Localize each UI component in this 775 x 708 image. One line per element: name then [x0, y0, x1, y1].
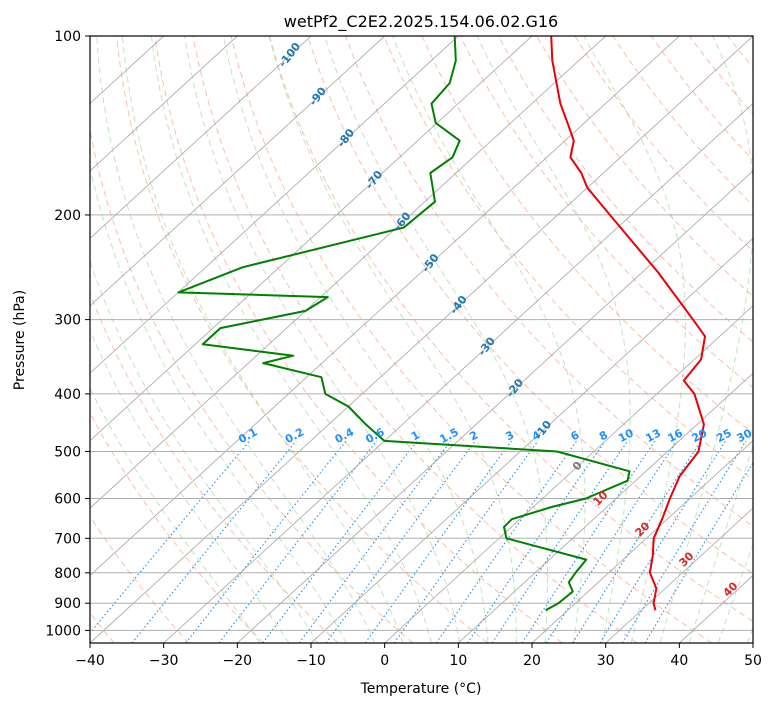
mixing-ratio-line — [491, 440, 629, 643]
isotherm-line — [236, 170, 753, 643]
isotherm-line — [90, 36, 680, 577]
isotherm-line — [310, 237, 753, 643]
mixing-ratio-lines — [90, 440, 753, 643]
y-tick-label: 500 — [54, 444, 81, 460]
dry-adiabat-line — [90, 515, 190, 643]
x-tick-label: −30 — [149, 653, 179, 669]
x-tick-label: −10 — [296, 653, 326, 669]
x-tick-label: 0 — [380, 653, 389, 669]
isotherm-line — [384, 305, 753, 643]
isotherm-line — [90, 36, 607, 509]
mixing-ratio-label: 16 — [665, 426, 685, 445]
dry-adiabats — [90, 36, 753, 643]
x-tick-label: 40 — [670, 653, 688, 669]
mixing-ratio-line — [364, 440, 512, 643]
dry-adiabat-line — [268, 36, 753, 622]
mixing-ratio-label: 30 — [735, 426, 755, 445]
moist-adiabat-line — [688, 444, 753, 643]
moist-adiabat-line — [583, 36, 686, 643]
isotherm-line — [457, 372, 753, 643]
x-tick-label: 20 — [523, 653, 541, 669]
moist-adiabat-line — [90, 165, 347, 643]
isotherm-line — [90, 36, 386, 307]
y-tick-label: 700 — [54, 531, 81, 547]
moist-adiabat-line — [717, 542, 753, 643]
moist-adiabat-line — [150, 36, 432, 643]
mixing-ratio-line — [599, 440, 727, 643]
x-tick-label: 30 — [597, 653, 615, 669]
moist-adiabat-line — [184, 36, 461, 643]
pressure-gridlines — [90, 214, 753, 631]
moist-adiabat-line — [392, 36, 586, 643]
mixing-ratio-line — [644, 461, 753, 643]
y-axis-ticks: 100 200 300 400 500 600 700 800 900 1000 — [45, 29, 90, 639]
dry-adiabat-line — [307, 36, 753, 575]
dry-adiabat-line — [192, 36, 638, 643]
dry-adiabat-line — [90, 127, 414, 643]
x-axis-ticks: −40 −30 −20 −10 0 10 20 30 40 50 — [75, 643, 762, 669]
moist-adiabat-line — [659, 36, 753, 643]
x-tick-label: −20 — [223, 653, 253, 669]
isotherm-line — [605, 507, 753, 643]
isotherm-line — [90, 36, 533, 442]
y-tick-label: 100 — [54, 29, 81, 45]
mixing-ratio-line — [131, 440, 297, 643]
isotherm-line — [90, 36, 312, 239]
mixing-ratio-label: 20 — [690, 426, 710, 445]
dry-adiabat-line — [383, 36, 753, 481]
moist-adiabat-line — [324, 36, 549, 643]
mixing-ratio-label: 13 — [643, 426, 663, 445]
x-tick-label: 50 — [744, 653, 762, 669]
isotherm-line — [90, 36, 459, 374]
y-tick-label: 900 — [54, 596, 81, 612]
dry-adiabat-line — [116, 36, 488, 643]
mixing-ratio-line — [521, 440, 656, 643]
x-tick-label: 10 — [449, 653, 467, 669]
mixing-ratio-label: 25 — [714, 426, 734, 445]
isotherm-line — [163, 102, 753, 643]
moist-adiabats — [90, 36, 753, 643]
moist-adiabat-line — [90, 259, 319, 643]
chart-title: wetPf2_C2E2.2025.154.06.02.G16 — [284, 12, 558, 32]
isotherm-line — [90, 36, 753, 643]
y-tick-label: 600 — [54, 492, 81, 508]
temperature-profile-line — [550, 36, 706, 611]
moist-adiabat-line — [96, 36, 376, 643]
mixing-ratio-line — [325, 440, 476, 643]
isotherm-line — [90, 36, 238, 172]
sounding-series — [177, 36, 706, 612]
moist-adiabat-line — [268, 36, 517, 643]
y-tick-label: 800 — [54, 566, 81, 582]
mixing-ratio-line — [621, 440, 747, 643]
y-tick-label: 1000 — [45, 623, 81, 639]
mixing-ratio-line — [218, 440, 378, 643]
dry-adiabat-line — [497, 36, 753, 343]
moist-adiabat-line — [476, 36, 631, 643]
y-tick-label: 300 — [54, 313, 81, 329]
y-axis-label: Pressure (hPa) — [12, 290, 28, 390]
moist-adiabat-line — [121, 36, 404, 643]
dry-adiabat-line — [90, 411, 264, 643]
isotherms — [90, 36, 753, 643]
y-tick-label: 200 — [54, 208, 81, 224]
mixing-ratio-label: 10 — [616, 426, 636, 445]
x-axis-label: Temperature (°C) — [360, 681, 482, 697]
dry-adiabat-line — [536, 36, 753, 298]
dewpoint-profile-line — [177, 36, 631, 612]
isotherm-line — [531, 440, 753, 643]
mixing-ratio-line — [467, 440, 606, 643]
mixing-ratio-line — [435, 440, 578, 643]
moist-adiabat-line — [90, 328, 290, 643]
plot-area: 0.10.20.40.611.52346810131620253036-100-… — [90, 36, 755, 643]
moist-adiabat-line — [90, 387, 261, 643]
x-tick-label: −40 — [75, 653, 105, 669]
plot-frame — [89, 35, 754, 644]
mixing-ratio-line — [572, 440, 702, 643]
y-tick-label: 400 — [54, 387, 81, 403]
mixing-ratio-line — [545, 440, 678, 643]
dry-adiabat-line — [154, 36, 563, 643]
